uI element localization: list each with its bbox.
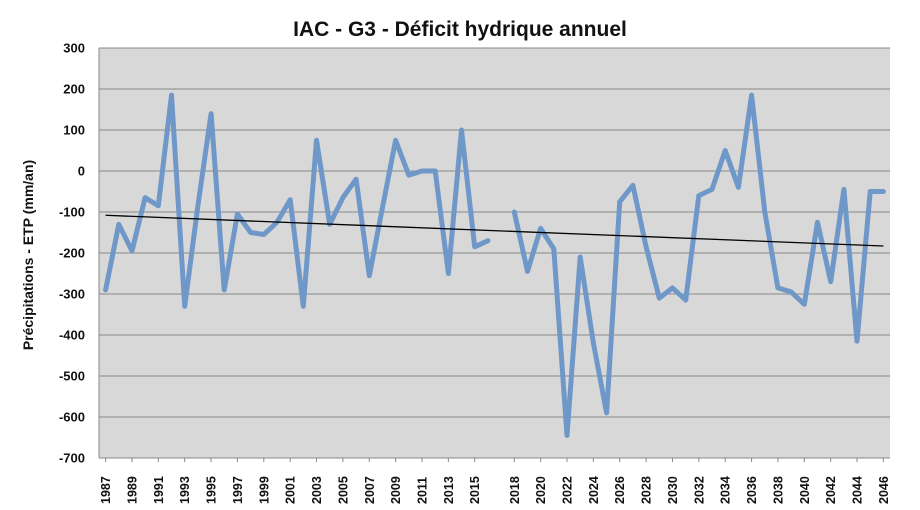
x-tick-label: 2003 xyxy=(310,476,324,504)
x-tick-label: 2015 xyxy=(468,476,482,504)
series-line xyxy=(511,92,886,438)
y-tick-label: 0 xyxy=(78,164,85,179)
x-tick-label: 2032 xyxy=(692,476,706,504)
x-tick-label: 2040 xyxy=(798,476,812,504)
x-tick-label: 2026 xyxy=(613,476,627,504)
x-tick-label: 2001 xyxy=(284,476,298,504)
x-tick-label: 2013 xyxy=(442,476,456,504)
x-tick-label: 2011 xyxy=(415,477,429,504)
x-tick-label: 2034 xyxy=(719,476,733,504)
x-tick-label: 2038 xyxy=(771,476,785,504)
series-line xyxy=(103,92,491,309)
y-tick-label: -100 xyxy=(59,205,85,220)
x-tick-label: 2018 xyxy=(508,476,522,504)
x-tick-label: 1989 xyxy=(125,476,139,504)
y-tick-label: -200 xyxy=(59,246,85,261)
x-tick-label: 2042 xyxy=(824,476,838,504)
x-tick-label: 2024 xyxy=(587,476,601,504)
y-tick-label: -600 xyxy=(59,410,85,425)
x-tick-label: 2030 xyxy=(666,476,680,504)
x-tick-label: 2022 xyxy=(561,476,575,504)
x-tick-label: 2005 xyxy=(336,476,350,504)
x-tick-label: 2009 xyxy=(389,476,403,504)
x-tick-label: 2007 xyxy=(363,476,377,504)
trend-line xyxy=(105,214,884,247)
y-tick-label: 300 xyxy=(63,41,85,56)
x-tick-label: 2046 xyxy=(877,476,891,504)
x-tick-label: 2036 xyxy=(745,476,759,504)
x-tick-label: 1987 xyxy=(99,476,113,504)
x-tick-label: 2028 xyxy=(640,476,654,504)
x-tick-label: 1995 xyxy=(205,476,219,504)
x-tick-label: 1993 xyxy=(178,476,192,504)
x-tick-label: 2020 xyxy=(534,476,548,504)
x-tick-label: 1997 xyxy=(231,476,245,504)
y-tick-label: -500 xyxy=(59,369,85,384)
chart-title: IAC - G3 - Déficit hydrique annuel xyxy=(293,18,627,41)
y-tick-label: 200 xyxy=(63,82,85,97)
y-tick-label: -400 xyxy=(59,328,85,343)
y-tick-label: -700 xyxy=(59,451,85,466)
x-tick-label: 1991 xyxy=(152,476,166,504)
x-tick-label: 1999 xyxy=(257,476,271,504)
x-tick-label: 2044 xyxy=(851,476,865,504)
y-tick-label: -300 xyxy=(59,287,85,302)
y-tick-label: 100 xyxy=(63,123,85,138)
